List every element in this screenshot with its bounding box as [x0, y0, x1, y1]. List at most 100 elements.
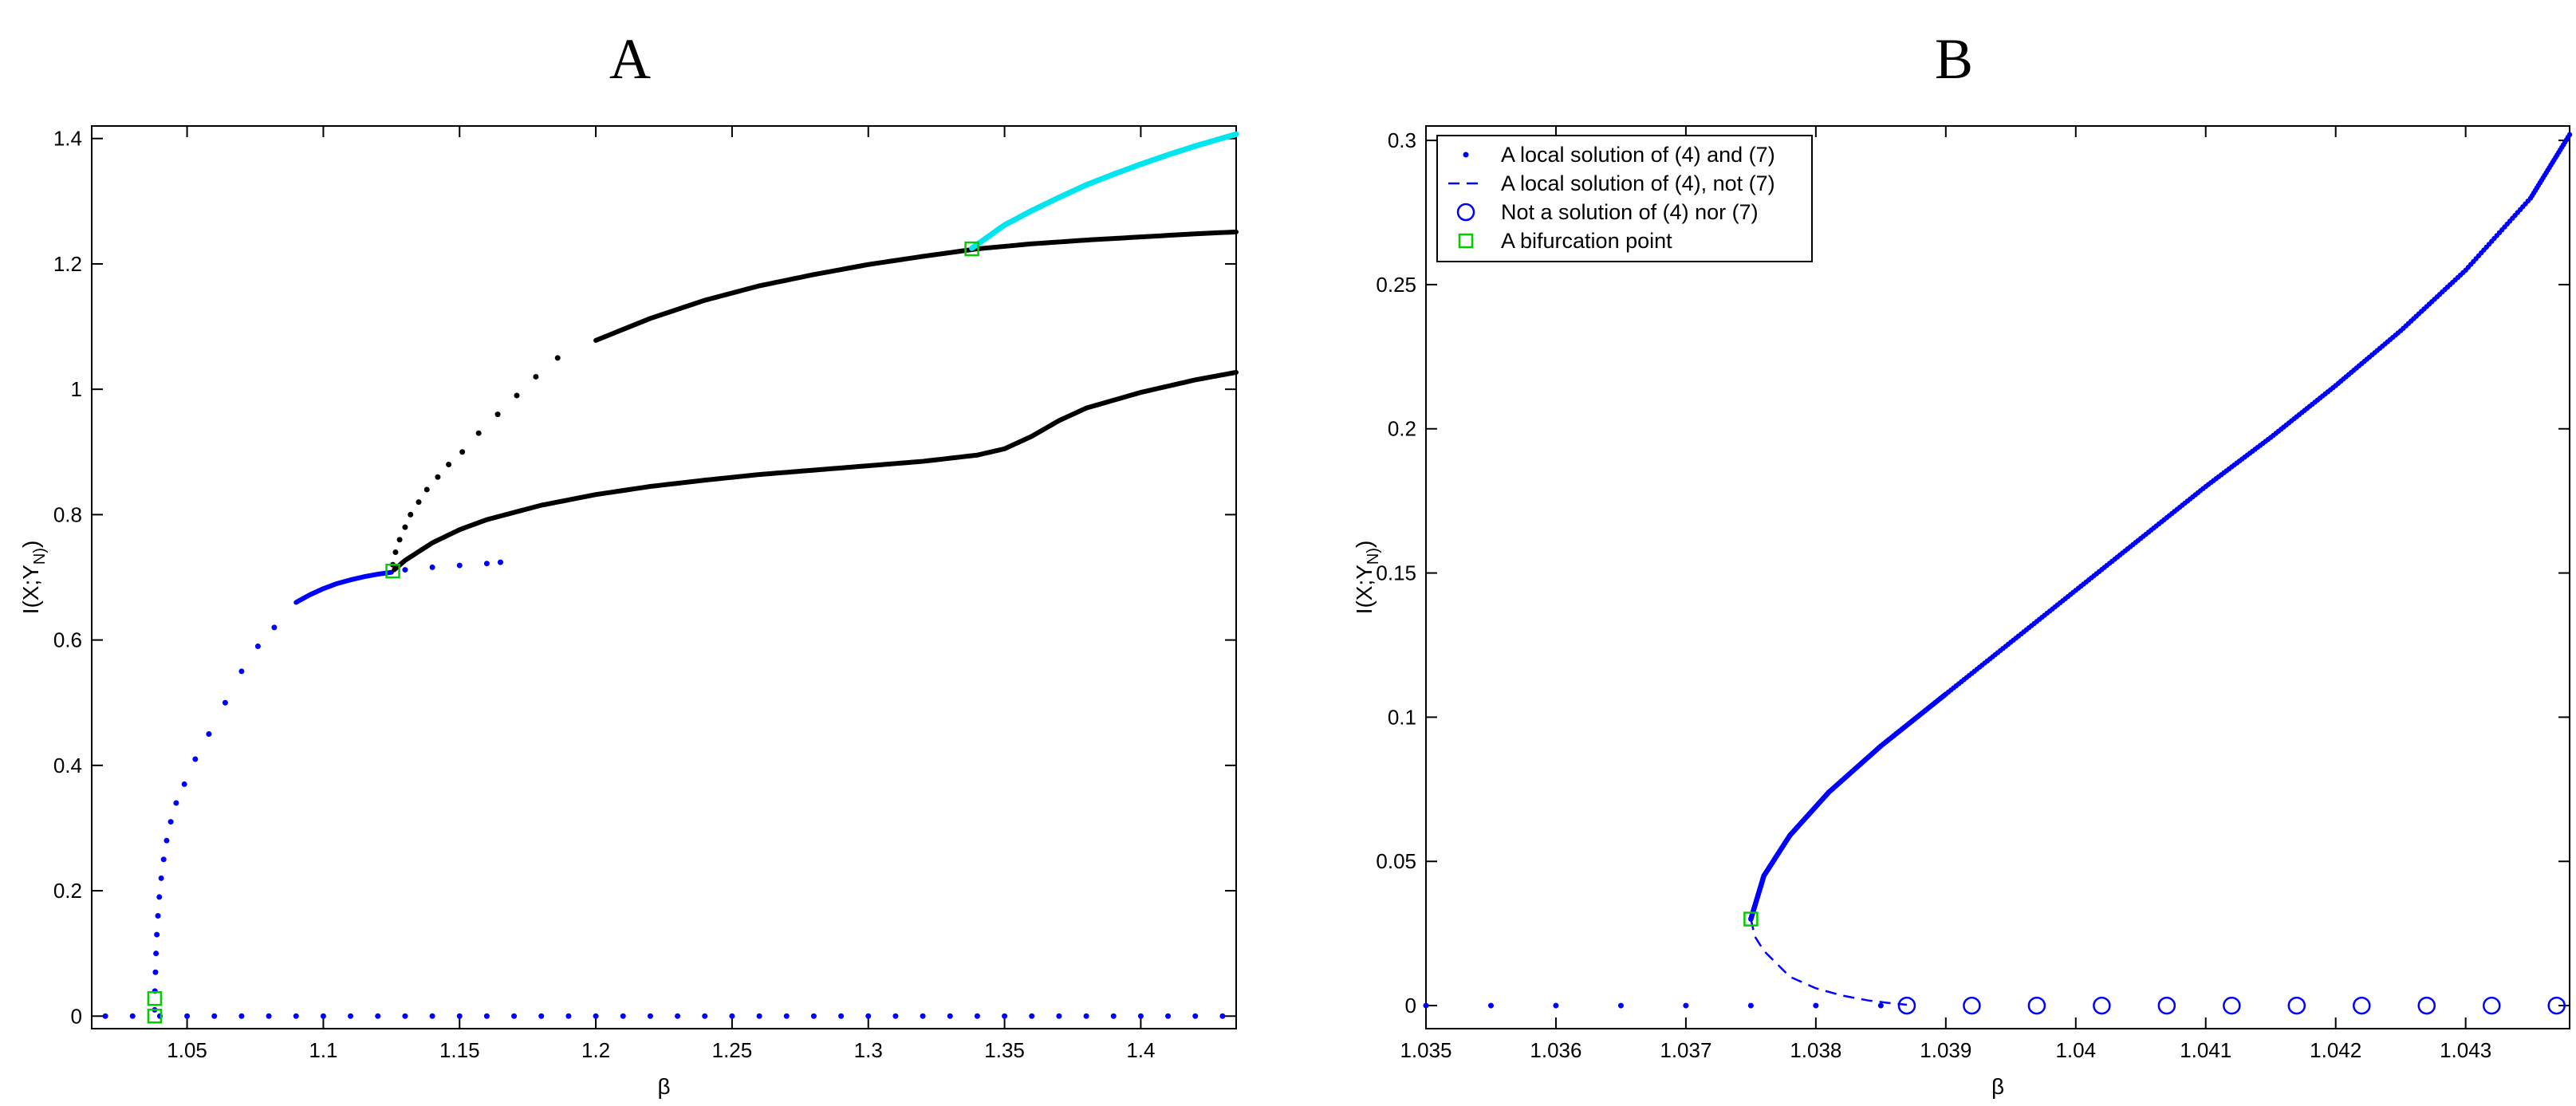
data-point — [396, 537, 403, 543]
y-tick-label: 0.2 — [1388, 417, 1416, 441]
y-tick-label: 0.6 — [53, 628, 82, 652]
data-point — [1192, 1013, 1199, 1019]
data-point — [181, 781, 187, 787]
x-tick-label: 1.042 — [2310, 1038, 2361, 1062]
y-tick-label: 0.25 — [1376, 273, 1416, 297]
data-point — [483, 561, 490, 567]
legend-label: A local solution of (4), not (7) — [1501, 171, 1775, 195]
data-point — [1617, 1002, 1624, 1009]
y-tick-label: 1.2 — [53, 252, 82, 276]
y-tick-label: 1 — [71, 377, 82, 401]
legend-box — [1436, 135, 1813, 262]
y-axis-label: I(X;YN)) — [18, 541, 49, 615]
x-tick-label: 1.038 — [1790, 1038, 1841, 1062]
data-point — [511, 1013, 518, 1019]
data-point-circle — [2547, 996, 2566, 1015]
y-tick-label: 0.05 — [1376, 849, 1416, 873]
data-point — [153, 951, 160, 957]
x-axis-label: β — [657, 1074, 670, 1099]
data-point — [423, 486, 430, 493]
y-tick-label: 0.8 — [53, 502, 82, 526]
x-tick-label: 1.039 — [1920, 1038, 1971, 1062]
legend: A local solution of (4) and (7) A local s… — [1436, 135, 1813, 262]
x-tick-label: 1.036 — [1530, 1038, 1581, 1062]
y-tick-label: 0.2 — [53, 879, 82, 903]
data-point — [838, 1013, 845, 1019]
data-point — [167, 819, 174, 825]
panel-a-marks — [102, 131, 1239, 1024]
data-point — [494, 411, 501, 418]
x-tick-label: 1.05 — [167, 1038, 207, 1062]
y-tick-label: 0.15 — [1376, 561, 1416, 585]
data-point — [392, 549, 399, 556]
data-point — [154, 931, 160, 938]
x-tick-label: 1.035 — [1400, 1038, 1451, 1062]
data-point — [554, 355, 561, 361]
data-point — [1747, 1002, 1754, 1009]
data-point — [1683, 1002, 1689, 1009]
data-point — [129, 1013, 136, 1019]
data-point — [620, 1013, 626, 1019]
data-point-circle — [1963, 996, 1981, 1015]
x-tick-label: 1.4 — [1126, 1038, 1155, 1062]
data-point — [1165, 1013, 1172, 1019]
data-point — [408, 511, 414, 518]
panel-0-axes: 1.05 1.1 1.15 1.2 1.25 1.3 1.35 1.4 0 0.2 0.4 0.6 0.… — [18, 125, 1237, 1099]
data-point — [320, 1013, 326, 1019]
data-point — [160, 856, 167, 863]
data-point — [892, 1013, 899, 1019]
data-point — [538, 1013, 545, 1019]
data-point — [206, 731, 212, 738]
data-point — [429, 564, 435, 570]
data-point — [156, 894, 163, 900]
series-lower-branch-line — [392, 369, 1239, 573]
data-point — [1029, 1013, 1035, 1019]
x-tick-label: 1.043 — [2440, 1038, 2491, 1062]
series-upper-branch-line — [593, 229, 1239, 343]
data-point-circle — [2482, 996, 2501, 1015]
data-point — [416, 499, 422, 506]
data-point — [1056, 1013, 1062, 1019]
data-point-circle — [2287, 996, 2306, 1015]
bifurcation-point — [964, 241, 979, 257]
data-point — [238, 668, 245, 675]
data-point — [783, 1013, 790, 1019]
data-point — [974, 1013, 980, 1019]
data-point — [947, 1013, 953, 1019]
data-point — [435, 474, 441, 480]
data-point — [475, 430, 482, 436]
x-axis-label: β — [1991, 1074, 2004, 1099]
data-point-circle — [2353, 996, 2371, 1015]
x-tick-label: 1.041 — [2180, 1038, 2231, 1062]
x-tick-label: 1.3 — [854, 1038, 883, 1062]
data-point-circle — [2157, 996, 2176, 1015]
y-tick-label: 0.3 — [1388, 128, 1416, 152]
data-point — [1137, 1013, 1144, 1019]
panel-1-axes: 1.035 1.036 1.037 1.038 1.039 1.04 1.041 1.042 1… — [1352, 125, 2570, 1099]
data-point — [184, 1013, 191, 1019]
data-point-circle — [2223, 996, 2241, 1015]
y-tick-label: 0 — [1405, 994, 1416, 1017]
data-point — [1813, 1002, 1819, 1009]
data-point — [271, 624, 278, 631]
legend-label: Not a solution of (4) nor (7) — [1501, 200, 1759, 224]
legend-label: A local solution of (4) and (7) — [1501, 143, 1775, 167]
data-point — [533, 373, 539, 380]
y-tick-label: 0 — [71, 1004, 82, 1028]
data-point — [1943, 691, 1949, 697]
x-tick-label: 1.15 — [439, 1038, 480, 1062]
data-point — [702, 1013, 708, 1019]
data-point-circle — [2417, 996, 2436, 1015]
data-point — [266, 1013, 272, 1019]
panel-b-title: B — [1934, 27, 1974, 91]
x-tick-label: 1.04 — [2055, 1038, 2096, 1062]
data-point — [402, 567, 408, 573]
plot-frame — [1425, 125, 2570, 1029]
data-point — [163, 837, 170, 844]
legend-marker-circle — [1456, 203, 1475, 222]
data-point — [2566, 132, 2573, 138]
data-point — [593, 1013, 599, 1019]
y-tick-label: 0.1 — [1388, 705, 1416, 729]
data-point — [514, 392, 520, 399]
